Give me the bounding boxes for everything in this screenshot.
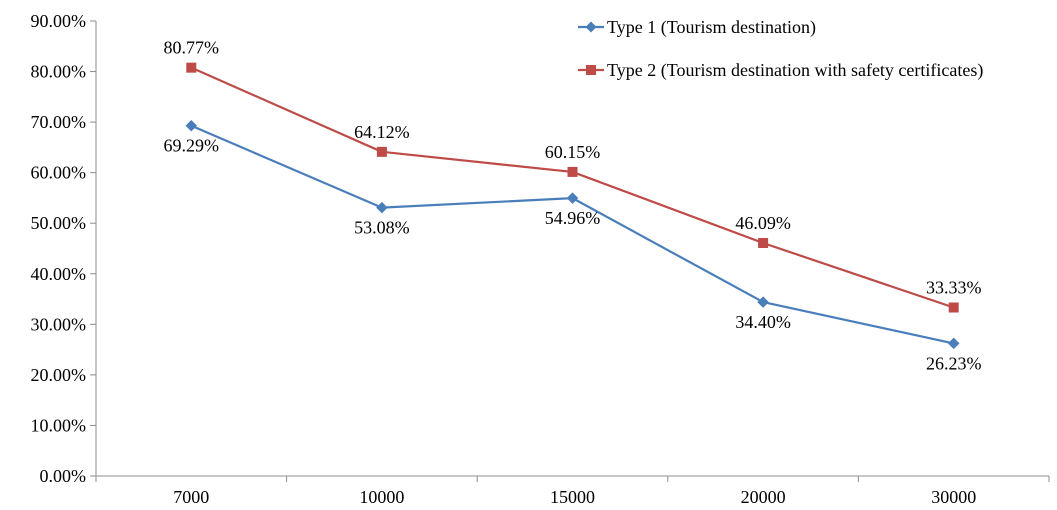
series-1-data-label: 26.23% [926, 353, 982, 373]
y-tick-label: 60.00% [31, 163, 87, 183]
data-labels: 69.29% 53.08% 54.96% 34.40% 26.23% 80.77% 64.1… [164, 38, 982, 374]
x-tick-label: 30000 [931, 487, 976, 507]
series-1-data-label: 69.29% [164, 136, 220, 156]
series-1-data-label: 54.96% [545, 208, 601, 228]
y-tick-label: 40.00% [31, 264, 87, 284]
series-2-marker [948, 302, 959, 313]
series-2-marker [758, 237, 769, 248]
series-2-line [190, 66, 955, 309]
series-1-marker [376, 201, 388, 214]
series-2-data-label: 80.77% [164, 38, 220, 58]
series-2-data-label: 60.15% [545, 142, 601, 162]
y-tick-label: 20.00% [31, 365, 87, 385]
series-1-marker [566, 192, 579, 205]
series-2-marker [567, 166, 578, 177]
series-2-marker [376, 146, 387, 157]
series-1-marker [757, 296, 769, 308]
series-1-data-label: 53.08% [354, 218, 410, 238]
legend-entry: Type 1 (Tourism destination) [607, 17, 816, 38]
y-tick-label: 10.00% [31, 415, 87, 435]
x-tick-label: 20000 [741, 487, 786, 507]
series-2-data-label: 64.12% [354, 122, 410, 142]
x-tick-label: 10000 [359, 487, 404, 507]
legend: Type 1 (Tourism destination) Type 2 (Tour… [578, 17, 983, 81]
series-2-data-label: 46.09% [735, 213, 791, 233]
legend-entry: Type 2 (Tourism destination with safety … [607, 60, 983, 81]
plot-area [185, 62, 960, 350]
y-tick-label: 90.00% [31, 11, 87, 31]
series-2-marker [186, 62, 197, 73]
series-2-data-label: 33.33% [926, 277, 982, 297]
x-tick-label: 15000 [550, 487, 595, 507]
y-tick-label: 70.00% [31, 112, 87, 132]
y-tick-label: 50.00% [31, 213, 87, 233]
y-tick-label: 80.00% [31, 62, 87, 82]
legend-marker [586, 65, 596, 75]
series-1-data-label: 34.40% [735, 312, 791, 332]
x-tick-label: 7000 [173, 487, 209, 507]
x-axis: 7000 10000 15000 20000 30000 [95, 475, 1050, 507]
series-1-marker [947, 337, 960, 350]
y-axis: 0.00% 10.00% 20.00% 30.00% 40.00% 50.00% 60.00… [31, 11, 97, 486]
series-1-marker [185, 119, 198, 132]
y-tick-label: 30.00% [31, 314, 87, 334]
legend-marker [585, 21, 597, 33]
y-tick-label: 0.00% [40, 466, 87, 486]
